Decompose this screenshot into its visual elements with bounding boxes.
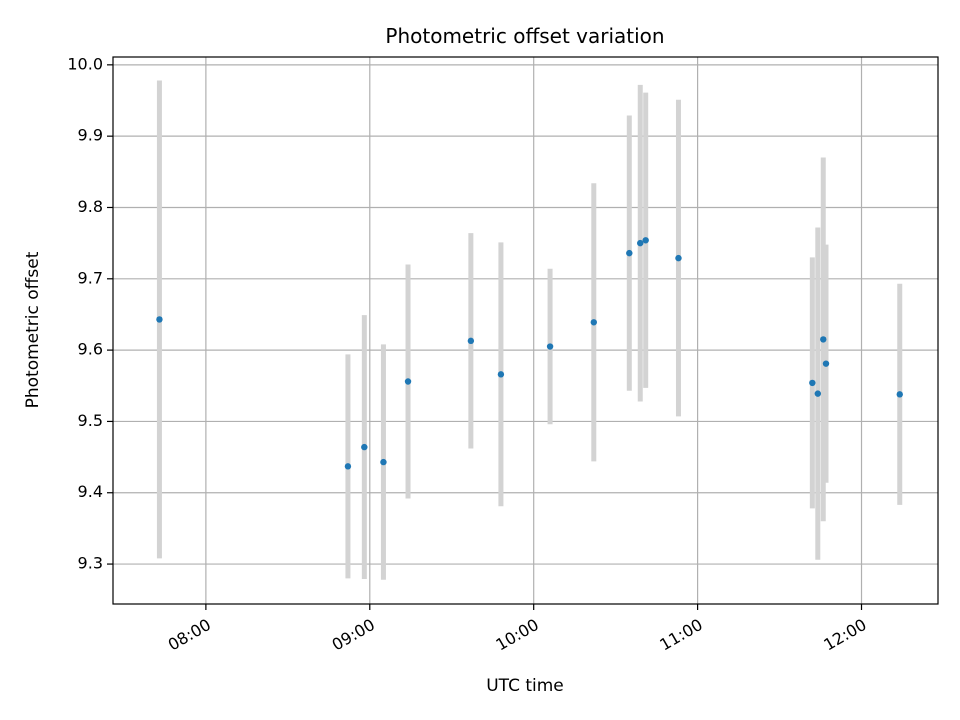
data-point	[380, 458, 387, 466]
y-tick-label: 9.8	[78, 197, 103, 216]
data-point	[675, 254, 682, 262]
y-tick-label: 9.6	[78, 340, 103, 359]
data-point	[896, 391, 903, 398]
data-point	[637, 239, 644, 247]
y-tick-label: 9.7	[78, 268, 103, 287]
data-point	[344, 463, 352, 470]
data-point	[814, 390, 822, 397]
y-tick-label: 10.0	[67, 54, 103, 73]
y-tick-label: 9.5	[78, 411, 103, 430]
data-point	[156, 316, 163, 323]
y-axis-label: Photometric offset	[23, 251, 43, 408]
y-axis-ticks: 9.3 9.4 9.5 9.6 9.7 9.8 9.9 10.0	[67, 54, 113, 573]
grid	[113, 57, 938, 604]
data-point	[361, 443, 368, 451]
data-point	[497, 371, 505, 378]
data-point	[642, 237, 649, 244]
data-point	[820, 336, 827, 343]
plot-frame	[112, 56, 939, 605]
y-tick-label: 9.3	[78, 554, 103, 573]
x-axis-label: UTC time	[486, 676, 564, 696]
data-points	[156, 237, 903, 470]
chart-title: Photometric offset variation	[385, 24, 664, 48]
data-point	[467, 337, 475, 345]
data-point	[626, 249, 633, 257]
data-point	[809, 379, 816, 387]
y-tick-label: 9.4	[78, 482, 103, 501]
y-tick-label: 9.9	[78, 126, 103, 145]
data-point	[404, 378, 412, 385]
plot-area	[113, 57, 938, 604]
data-point	[822, 360, 830, 367]
data-point	[546, 343, 554, 350]
data-point	[590, 319, 597, 326]
